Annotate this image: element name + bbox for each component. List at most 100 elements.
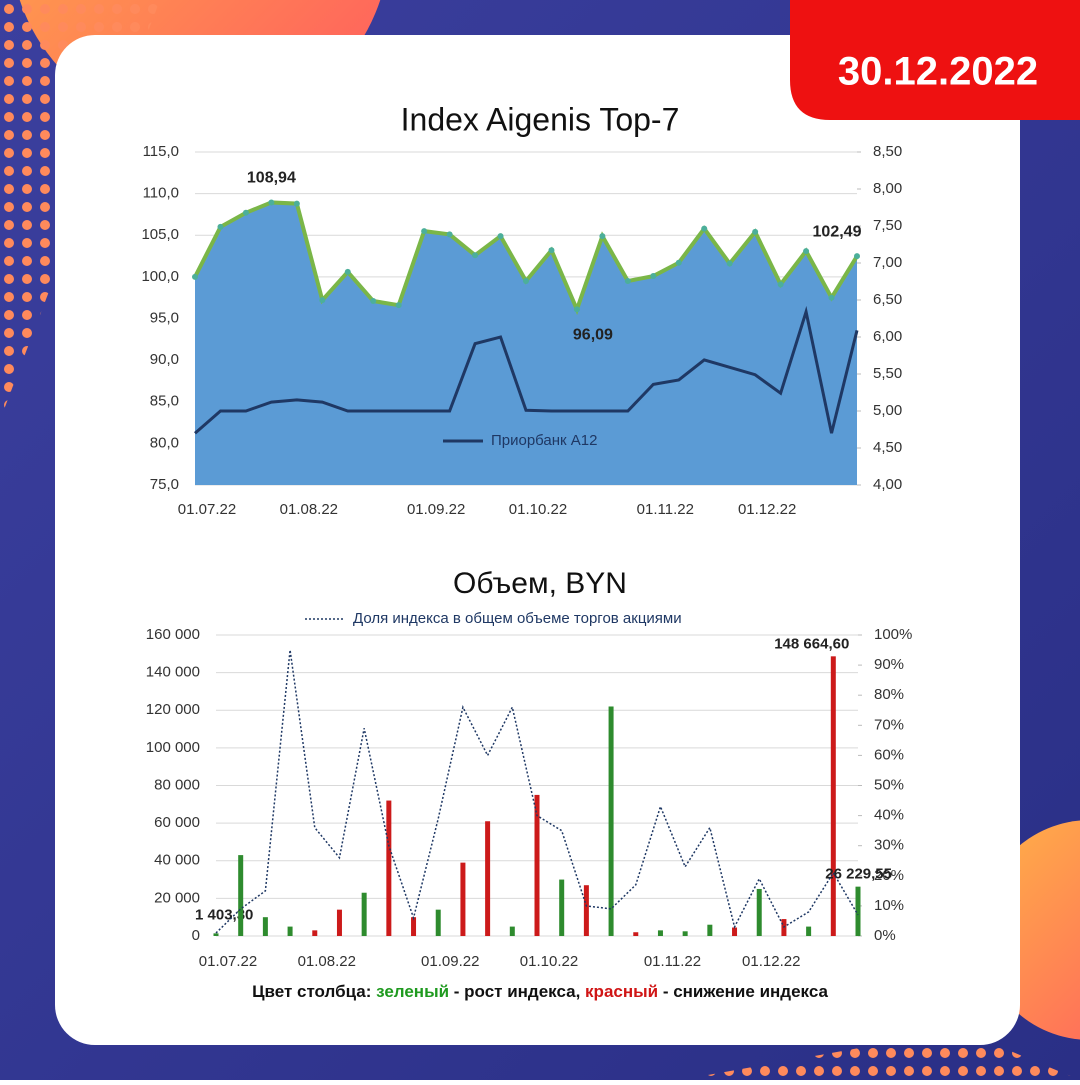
y-tick-label: 100,0 — [141, 268, 179, 285]
point — [217, 223, 224, 230]
value-label: 148 664,60 — [774, 635, 849, 652]
bar — [830, 656, 836, 936]
x-tick-label: 01.10.22 — [509, 501, 567, 518]
color-note: Цвет столбца: зеленый - рост индекса, кр… — [252, 982, 828, 1001]
x-tick-label: 01.07.22 — [199, 953, 257, 970]
y-tick-label: 80 000 — [154, 776, 200, 793]
bar — [657, 930, 663, 936]
value-label: 96,09 — [573, 327, 613, 344]
bar — [583, 885, 589, 936]
point — [497, 233, 504, 240]
point — [293, 200, 300, 207]
bar — [485, 821, 491, 936]
note-red: красный — [585, 982, 658, 1001]
note-text: - снижение индекса — [663, 982, 829, 1001]
x-tick-label: 01.09.22 — [421, 953, 479, 970]
point — [192, 273, 198, 280]
x-tick-label: 01.09.22 — [407, 501, 465, 518]
point — [650, 273, 657, 280]
bar — [707, 924, 713, 936]
bar — [312, 930, 318, 936]
y2-tick-label: 10% — [874, 897, 904, 914]
point — [599, 233, 606, 240]
y-tick-label: 85,0 — [150, 393, 179, 410]
y2-tick-label: 7,00 — [873, 254, 902, 271]
y-tick-label: 75,0 — [150, 476, 179, 493]
bar — [806, 926, 812, 936]
y2-tick-label: 60% — [874, 746, 904, 763]
value-label: 102,49 — [813, 223, 862, 240]
bar — [534, 794, 540, 936]
y2-tick-label: 4,50 — [873, 439, 902, 456]
point — [319, 297, 326, 304]
y2-tick-label: 8,50 — [873, 143, 902, 160]
bar — [262, 917, 268, 936]
date: 30.12.2022 — [838, 50, 1038, 94]
point — [854, 253, 860, 260]
chart-title: Index Aigenis Top-7 — [401, 101, 680, 137]
bar — [855, 886, 861, 936]
y2-tick-label: 100% — [874, 626, 912, 643]
date-badge — [790, 0, 1080, 120]
y-tick-label: 90,0 — [150, 351, 179, 368]
y-tick-label: 60 000 — [154, 814, 200, 831]
y2-tick-label: 50% — [874, 776, 904, 793]
bar — [633, 932, 639, 936]
series-line — [194, 305, 859, 435]
x-tick-label: 01.11.22 — [637, 501, 694, 518]
y-tick-label: 105,0 — [141, 226, 179, 243]
value-label: 1 403,30 — [195, 906, 253, 923]
note-green: зеленый — [376, 982, 449, 1001]
note-text: Цвет столбца: — [252, 982, 371, 1001]
x-tick-label: 01.12.22 — [742, 953, 800, 970]
point — [777, 281, 784, 288]
legend-label: Приорбанк A12 — [491, 432, 597, 449]
y2-tick-label: 80% — [874, 686, 904, 703]
y-tick-label: 0 — [192, 927, 200, 944]
y2-tick-label: 7,50 — [873, 217, 902, 234]
series-line — [215, 649, 859, 934]
point — [344, 268, 351, 275]
bar — [361, 892, 367, 936]
point — [573, 306, 580, 313]
bar — [682, 931, 688, 936]
point — [624, 278, 631, 285]
point — [726, 260, 733, 267]
y2-tick-label: 30% — [874, 837, 904, 854]
chart-title: Объем, BYN — [453, 567, 627, 600]
bar — [435, 909, 441, 936]
y2-tick-label: 70% — [874, 716, 904, 733]
bar — [732, 927, 738, 936]
value-label: 108,94 — [247, 170, 296, 187]
bar — [509, 926, 515, 936]
y-tick-label: 115,0 — [143, 143, 179, 160]
point — [752, 228, 759, 235]
y-tick-label: 40 000 — [154, 852, 200, 869]
value-label: 26 229,55 — [825, 866, 892, 883]
point — [675, 259, 682, 266]
y2-tick-label: 8,00 — [873, 180, 902, 197]
x-tick-label: 01.11.22 — [644, 953, 701, 970]
x-tick-label: 01.08.22 — [280, 501, 338, 518]
bar — [386, 800, 392, 936]
y-tick-label: 100 000 — [146, 739, 200, 756]
x-tick-label: 01.08.22 — [298, 953, 356, 970]
x-tick-label: 01.12.22 — [738, 501, 796, 518]
note-text: - рост индекса, — [454, 982, 581, 1001]
y-tick-label: 95,0 — [150, 309, 179, 326]
point — [472, 252, 479, 259]
bar — [411, 917, 417, 936]
point — [268, 199, 275, 206]
y-tick-label: 20 000 — [154, 889, 200, 906]
point — [395, 302, 402, 309]
point — [701, 225, 708, 232]
y2-tick-label: 6,50 — [873, 291, 902, 308]
y2-tick-label: 0% — [874, 927, 896, 944]
bar — [213, 933, 219, 936]
point — [446, 231, 453, 238]
bar — [559, 879, 565, 936]
point — [548, 247, 555, 254]
bar — [756, 888, 762, 936]
point — [370, 298, 377, 305]
